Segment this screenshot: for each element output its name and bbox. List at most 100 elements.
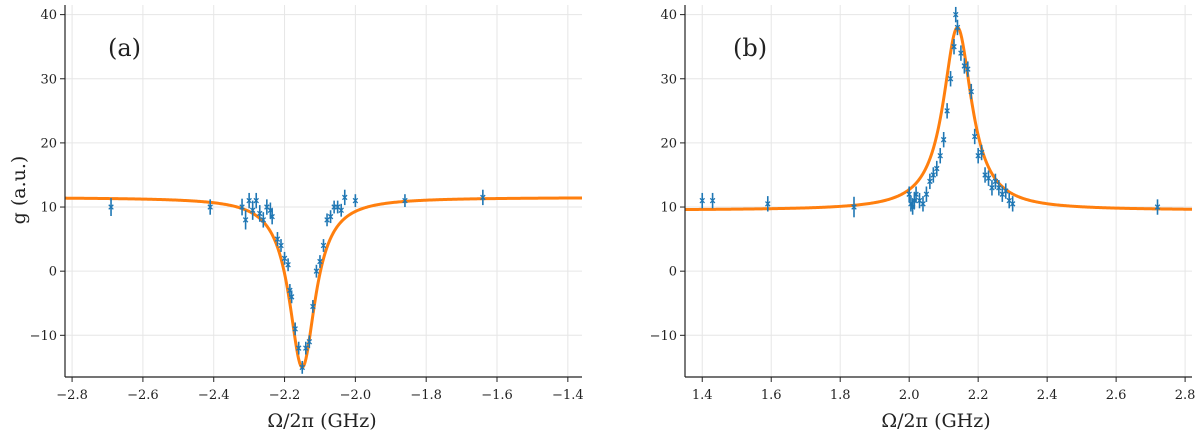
panel-b-axes — [684, 5, 1192, 378]
panel-a-data-marker — [257, 210, 263, 217]
panel-a-x-tick-label: −2.6 — [127, 388, 159, 403]
panel-b-data-marker — [954, 24, 961, 31]
panel-b-y-ticks: −10 0 10 20 30 40 — [650, 8, 685, 344]
panel-a-data-point — [303, 341, 309, 355]
panel-b-data-marker — [952, 11, 959, 18]
panel-a-data-point — [207, 199, 213, 215]
panel-a-data-marker — [269, 213, 275, 220]
panel-b-data-point — [978, 144, 985, 161]
panel-a-data-marker — [292, 326, 298, 332]
panel-b-data-marker — [940, 136, 947, 143]
panel-a-data-point — [327, 210, 334, 224]
panel-b-label: (b) — [733, 34, 767, 62]
panel-b-x-tick-label: 2.0 — [899, 388, 920, 403]
panel-a-x-ticks: −2.8 −2.6 −2.4 −2.2 −2.0 −1.8 −1.6 −1.4 — [56, 377, 584, 403]
panel-b-data-marker — [965, 66, 971, 72]
panel-b-y-tick-label: 20 — [660, 136, 677, 151]
panel-b-data-point — [996, 180, 1002, 196]
panel-a-y-tick-label: 40 — [40, 8, 57, 23]
panel-a-data-point — [253, 192, 259, 209]
panel-b-data-marker — [927, 178, 933, 185]
panel-a-fit-curve — [64, 196, 583, 369]
panel-a-data-marker — [310, 303, 316, 310]
panel-a-data-marker — [295, 345, 302, 351]
panel-a-y-tick-label: 20 — [40, 136, 57, 151]
panel-a-data-point — [269, 208, 275, 225]
panel-a: −2.8 −2.6 −2.4 −2.2 −2.0 −1.8 −1.6 −1.4 −10 0 10 2… — [8, 5, 584, 432]
panel-a-data-point — [317, 255, 323, 268]
panel-b-data-point — [965, 61, 971, 77]
panel-a-data-point — [299, 360, 306, 374]
panel-a-data-marker — [242, 217, 249, 223]
panel-b-data-marker — [699, 197, 706, 204]
panel-a-data-point — [320, 239, 327, 252]
panel-a-grid — [65, 5, 582, 377]
panel-b-data-point — [952, 6, 959, 23]
panel-b-x-ticks: 1.4 1.6 1.8 2.0 2.2 2.4 2.6 2.8 — [692, 377, 1195, 403]
panel-a-data-point — [257, 205, 263, 222]
panel-a-data-point — [281, 251, 288, 265]
panel-b-data-marker — [930, 172, 937, 178]
panel-a-data-marker — [299, 364, 306, 371]
panel-a-x-tick-label: −1.6 — [481, 388, 513, 403]
panel-a-data-marker — [320, 242, 327, 249]
panel-a-y-axis-title: g (a.u.) — [8, 156, 30, 225]
panel-a-data-point — [285, 258, 291, 272]
panel-a-data-marker — [278, 242, 284, 249]
panel-b-data-marker — [971, 133, 978, 140]
panel-a-x-axis-title: Ω/2π (GHz) — [267, 410, 376, 432]
panel-b-data-marker — [1003, 188, 1009, 194]
panel-b-data-point — [944, 103, 950, 119]
panel-a-data-marker — [207, 204, 213, 210]
panel-b-y-tick-label: −10 — [650, 329, 677, 344]
panel-a-data-point — [306, 335, 313, 349]
panel-a-data-layer — [108, 189, 486, 374]
panel-b-data-marker — [996, 185, 1002, 191]
panel-b-data-point — [1154, 199, 1161, 215]
panel-b-data-point — [992, 173, 999, 190]
panel-a-data-marker — [338, 207, 344, 214]
panel-a-y-ticks: −10 0 10 20 30 40 — [30, 8, 65, 344]
panel-b-fit-curve — [684, 26, 1193, 212]
panel-b-data-point — [913, 186, 919, 202]
panel-a-data-point — [278, 239, 284, 252]
panel-a-data-point — [239, 198, 245, 216]
panel-b-x-tick-label: 1.6 — [761, 388, 782, 403]
panel-b-data-marker — [765, 201, 771, 207]
panel-a-y-tick-label: 0 — [49, 265, 57, 280]
panel-a-data-marker — [352, 197, 359, 204]
panel-a-data-point — [313, 264, 320, 278]
panel-b-data-point — [968, 83, 975, 100]
panel-b-data-marker — [947, 75, 954, 82]
panel-a-data-marker — [239, 204, 245, 210]
panel-b-x-tick-label: 2.2 — [968, 388, 989, 403]
panel-b-data-marker — [951, 43, 957, 50]
panel-b-fit-layer — [684, 26, 1193, 212]
panel-b-y-tick-label: 10 — [660, 201, 677, 216]
panel-b-data-point — [927, 173, 933, 190]
panel-a-data-point — [295, 341, 302, 355]
panel-b-data-marker — [944, 108, 950, 114]
panel-a-data-point — [246, 192, 252, 209]
panel-a-data-point — [338, 203, 344, 217]
panel-b-y-tick-label: 0 — [669, 265, 677, 280]
panel-a-y-tick-label: 30 — [40, 72, 57, 87]
panel-b-data-point — [906, 186, 912, 202]
panel-a-x-tick-label: −2.8 — [56, 388, 88, 403]
panel-a-data-marker — [402, 197, 408, 204]
panel-b-data-marker — [937, 152, 943, 159]
panel-a-data-marker — [253, 197, 259, 204]
panel-b-data-point — [985, 170, 992, 186]
panel-a-data-marker — [246, 197, 252, 204]
panel-a-data-marker — [285, 261, 291, 268]
panel-b-data-point — [934, 160, 940, 177]
panel-a-data-point — [341, 189, 348, 206]
panel-a-data-marker — [317, 258, 323, 265]
panel-b-data-point — [923, 186, 930, 202]
panel-a-data-point — [480, 189, 486, 206]
panel-b-data-point — [851, 196, 857, 218]
panel-b-data-point — [765, 196, 771, 212]
panel-b-data-point — [954, 19, 961, 36]
panel-b-data-marker — [920, 201, 926, 207]
panel-b-data-point — [699, 192, 706, 209]
